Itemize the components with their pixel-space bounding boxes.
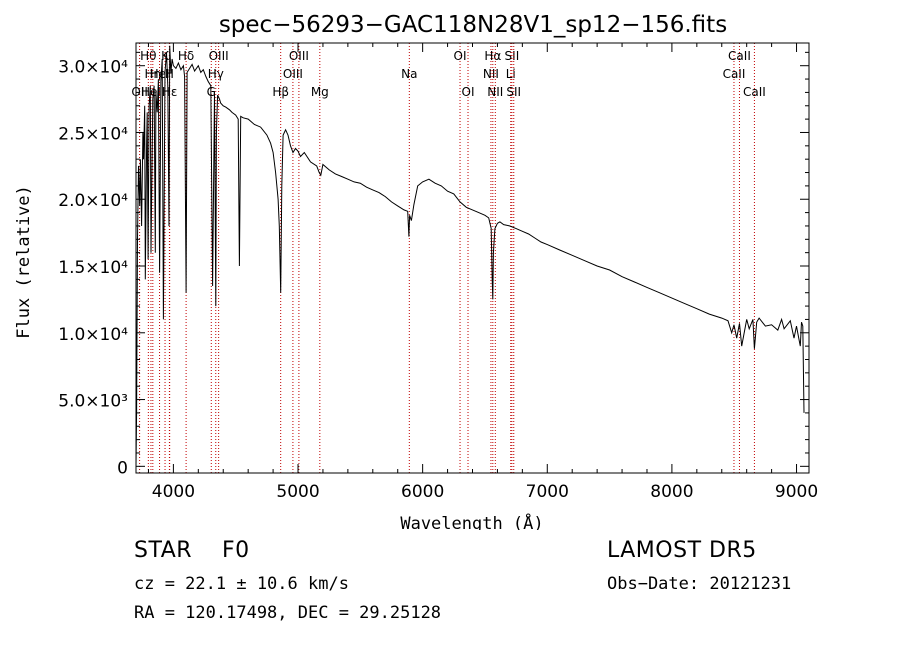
y-axis-label: Flux (relative)	[14, 185, 34, 339]
line-marker-label: K	[161, 49, 170, 63]
survey-name: LAMOST DR5	[607, 538, 757, 563]
line-marker-label: Hα	[484, 49, 501, 63]
y-tick-label: 3.0×10⁴	[58, 58, 128, 78]
line-marker-label: SII	[506, 85, 521, 99]
x-axis-label: Wavelength (Å)	[400, 512, 543, 530]
line-marker-label: Hη	[145, 67, 162, 81]
line-marker-label: SII	[505, 49, 520, 63]
object-class: STAR F0	[134, 538, 250, 563]
line-marker-label: Hγ	[208, 67, 224, 81]
y-tick-label: 2.5×10⁴	[58, 124, 128, 144]
y-tick-label: 0	[117, 458, 128, 478]
x-axis-ticks: 4000 5000 6000 7000 8000 9000	[147, 43, 818, 502]
y-tick-label: 2.0×10⁴	[58, 191, 128, 211]
line-marker-label: OI	[454, 49, 467, 63]
x-tick-label: 6000	[401, 482, 444, 502]
coordinates-ra-dec: RA = 120.17498, DEC = 29.25128	[134, 603, 442, 623]
line-marker-label: NII	[487, 85, 503, 99]
x-tick-label: 9000	[775, 482, 818, 502]
line-marker-label: CaII	[743, 85, 766, 99]
observation-date: Obs−Date: 20121231	[607, 574, 792, 594]
spectrum-chart: spec−56293−GAC118N28V1_sp12−156.fits OII…	[14, 12, 818, 530]
line-marker-label: OIII	[209, 49, 229, 63]
x-tick-label: 7000	[526, 482, 569, 502]
x-tick-label: 4000	[152, 482, 195, 502]
x-tick-label: 8000	[650, 482, 693, 502]
line-marker-label: Mg	[311, 85, 329, 99]
line-marker-label: CaII	[723, 67, 746, 81]
line-marker-label: CaII	[728, 49, 751, 63]
redshift-cz: cz = 22.1 ± 10.6 km/s	[134, 574, 349, 594]
plot-frame	[135, 42, 810, 474]
y-tick-label: 5.0×10³	[58, 392, 128, 412]
line-marker-label: NII	[483, 67, 499, 81]
line-marker-label: OI	[462, 85, 475, 99]
y-axis-ticks: 0 5.0×10³ 1.0×10⁴ 1.5×10⁴ 2.0×10⁴ 2.5×10⁴ 3.0×…	[58, 51, 809, 478]
line-marker-label: OIII	[289, 49, 309, 63]
line-marker-label: OIII	[283, 67, 303, 81]
x-tick-label: 5000	[276, 482, 319, 502]
line-marker-label: Hβ	[272, 85, 289, 99]
line-marker-label: Li	[506, 67, 516, 81]
chart-title: spec−56293−GAC118N28V1_sp12−156.fits	[219, 12, 727, 38]
y-tick-label: 1.0×10⁴	[58, 325, 128, 345]
line-marker-label: Hδ	[178, 49, 194, 63]
line-marker-label: Na	[401, 67, 417, 81]
line-marker-label: Hθ	[140, 49, 156, 63]
spectrum-line	[135, 45, 805, 467]
y-tick-label: 1.5×10⁴	[58, 258, 128, 278]
